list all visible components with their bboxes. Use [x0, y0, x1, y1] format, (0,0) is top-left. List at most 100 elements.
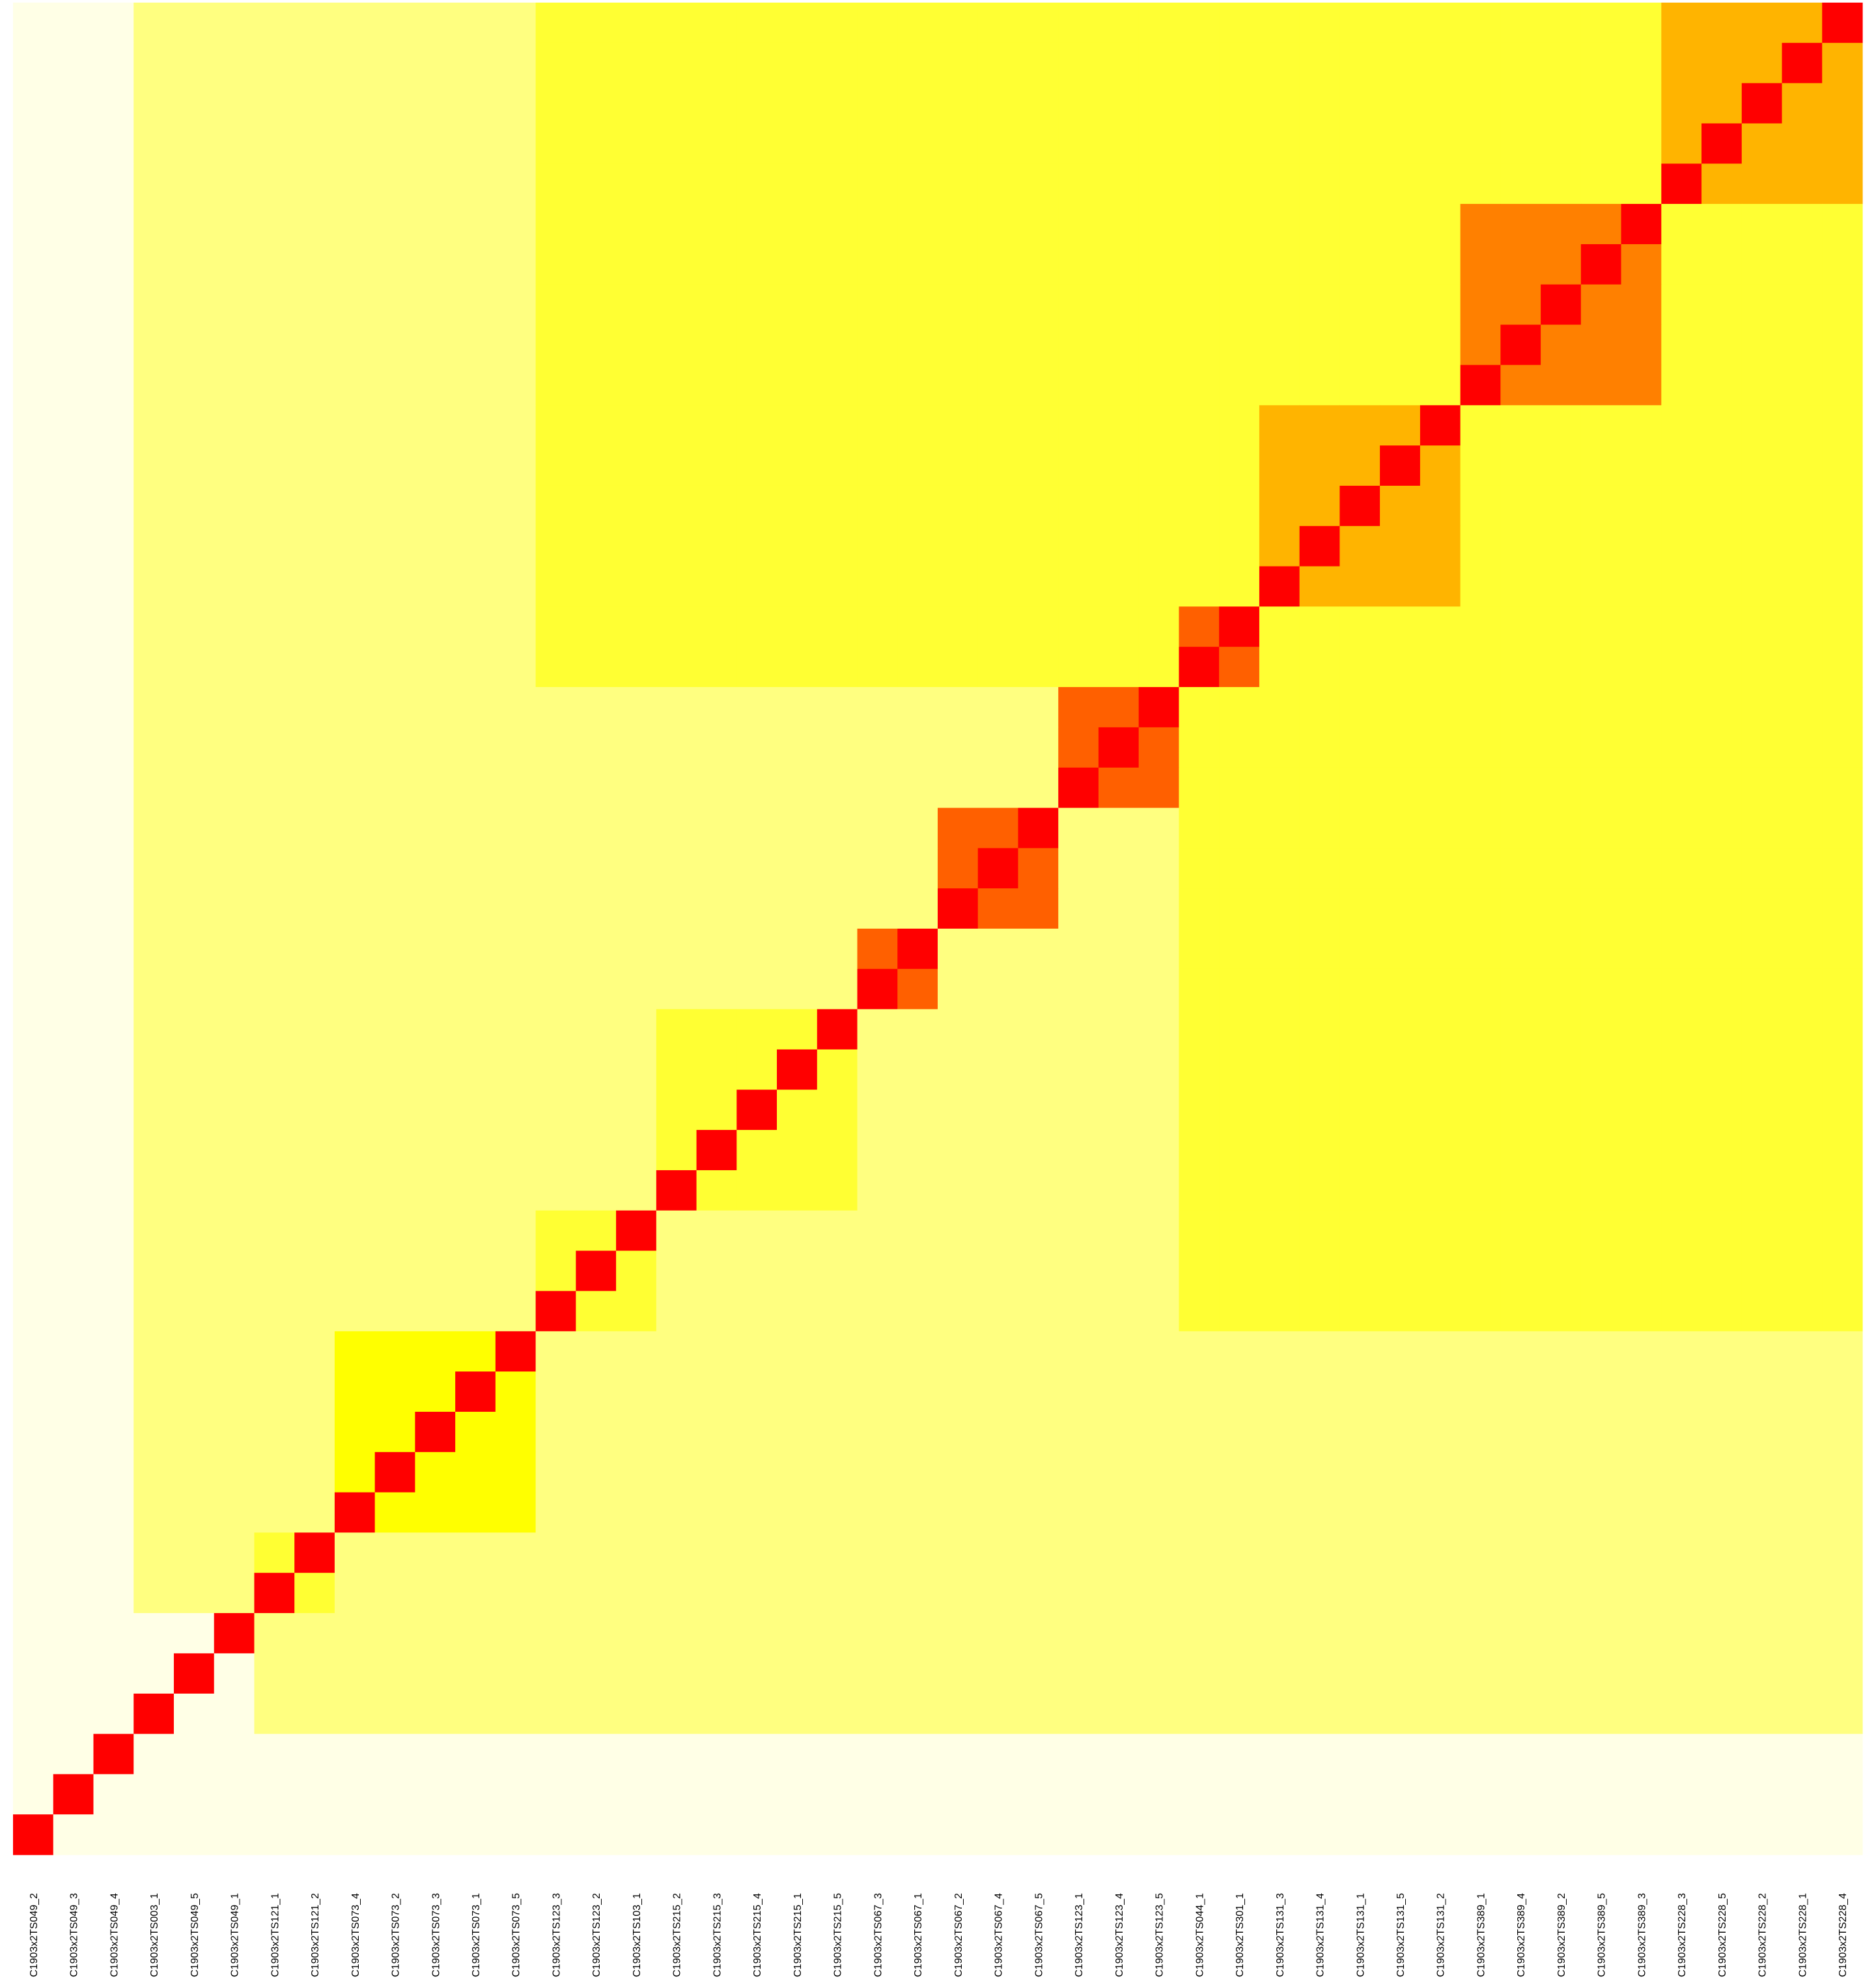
heatmap-cell — [535, 687, 576, 728]
heatmap-cell — [1701, 204, 1743, 245]
heatmap-cell — [535, 123, 576, 164]
heatmap-cell — [374, 163, 415, 204]
heatmap-cell — [576, 767, 617, 809]
heatmap-cell — [1701, 1250, 1743, 1292]
heatmap-cell — [133, 888, 175, 929]
heatmap-cell — [1661, 1814, 1702, 1855]
heatmap-cell — [857, 1009, 898, 1050]
heatmap-cell — [1098, 929, 1140, 970]
heatmap-cell — [857, 929, 898, 970]
heatmap-cell — [977, 284, 1019, 326]
heatmap-cell — [938, 284, 979, 326]
heatmap-cell — [133, 727, 175, 768]
heatmap-cell — [1661, 1774, 1702, 1815]
heatmap-cell — [857, 1452, 898, 1493]
heatmap-cell — [1580, 727, 1622, 768]
heatmap-cell — [1822, 968, 1863, 1010]
heatmap-cell — [897, 968, 938, 1010]
heatmap-cell — [214, 1411, 255, 1453]
heatmap-cell — [173, 1170, 215, 1211]
heatmap-cell — [696, 244, 737, 285]
heatmap-cell — [93, 1089, 134, 1131]
heatmap-cell — [1580, 163, 1622, 204]
heatmap-cell — [1701, 1653, 1743, 1694]
heatmap-cell — [1500, 445, 1541, 486]
heatmap-cell — [1701, 123, 1743, 164]
heatmap-cell — [1822, 1009, 1863, 1050]
heatmap-cell — [1098, 1452, 1140, 1493]
heatmap-cell — [1500, 647, 1541, 688]
heatmap-cell — [495, 1573, 537, 1614]
heatmap-cell — [1259, 324, 1300, 366]
heatmap-cell — [736, 42, 777, 84]
heatmap-cell — [1339, 566, 1380, 607]
heatmap-cell — [1259, 1049, 1300, 1090]
heatmap-cell — [1580, 647, 1622, 688]
heatmap-cell — [1420, 1613, 1461, 1654]
heatmap-cell — [1299, 968, 1340, 1010]
heatmap-cell — [1701, 767, 1743, 809]
heatmap-cell — [696, 1170, 737, 1211]
heatmap-cell — [857, 1210, 898, 1252]
heatmap-cell — [576, 1532, 617, 1573]
heatmap-cell — [53, 968, 94, 1010]
heatmap-cell — [1219, 42, 1260, 84]
heatmap-cell — [1782, 1331, 1823, 1372]
heatmap-cell — [334, 526, 376, 567]
heatmap-cell — [1179, 1452, 1220, 1493]
heatmap-cell — [133, 1089, 175, 1131]
heatmap-cell — [374, 767, 415, 809]
heatmap-cell — [1179, 1814, 1220, 1855]
heatmap-cell — [53, 929, 94, 970]
heatmap-cell — [938, 42, 979, 84]
heatmap-cell — [294, 1653, 335, 1694]
heatmap-cell — [294, 687, 335, 728]
heatmap-cell — [1179, 123, 1220, 164]
heatmap-cell — [1822, 3, 1863, 44]
heatmap-cell — [857, 1814, 898, 1855]
heatmap-cell — [173, 526, 215, 567]
heatmap-cell — [1741, 1573, 1783, 1614]
heatmap-cell — [1058, 1613, 1099, 1654]
heatmap-cell — [1018, 1170, 1059, 1211]
heatmap-cell — [214, 1089, 255, 1131]
heatmap-cell — [53, 687, 94, 728]
heatmap-cell — [777, 727, 818, 768]
x-tick-label: C1903x2TS073_5 — [511, 1893, 522, 1977]
heatmap-cell — [1339, 1130, 1380, 1171]
heatmap-cell — [53, 1089, 94, 1131]
heatmap-cell — [1219, 1452, 1260, 1493]
heatmap-cell — [1058, 808, 1099, 849]
heatmap-cell — [1782, 485, 1823, 527]
heatmap-cell — [334, 1291, 376, 1332]
heatmap-cell — [13, 1250, 54, 1292]
heatmap-cell — [977, 405, 1019, 446]
heatmap-cell — [1138, 968, 1180, 1010]
heatmap-cell — [1098, 647, 1140, 688]
heatmap-cell — [415, 687, 456, 728]
heatmap-cell — [897, 1452, 938, 1493]
heatmap-cell — [1058, 324, 1099, 366]
heatmap-cell — [576, 888, 617, 929]
heatmap-cell — [334, 42, 376, 84]
heatmap-cell — [1741, 1291, 1783, 1332]
heatmap-cell — [1661, 1573, 1702, 1614]
x-tick-label: C1903x2TS073_1 — [471, 1893, 482, 1977]
heatmap-cell — [576, 687, 617, 728]
heatmap-cell — [777, 968, 818, 1010]
heatmap-cell — [1299, 1774, 1340, 1815]
heatmap-cell — [1018, 1009, 1059, 1050]
heatmap-cell — [1460, 3, 1501, 44]
heatmap-cell — [1782, 1734, 1823, 1775]
heatmap-cell — [455, 1170, 496, 1211]
heatmap-cell — [938, 1532, 979, 1573]
x-tick-label: C1903x2TS123_5 — [1155, 1893, 1166, 1977]
heatmap-cell — [817, 1452, 858, 1493]
heatmap-cell — [1380, 848, 1421, 889]
heatmap-cell — [13, 1331, 54, 1372]
heatmap-cell — [736, 1532, 777, 1573]
heatmap-cell — [415, 767, 456, 809]
heatmap-cell — [897, 42, 938, 84]
heatmap-cell — [1259, 284, 1300, 326]
heatmap-cell — [495, 767, 537, 809]
